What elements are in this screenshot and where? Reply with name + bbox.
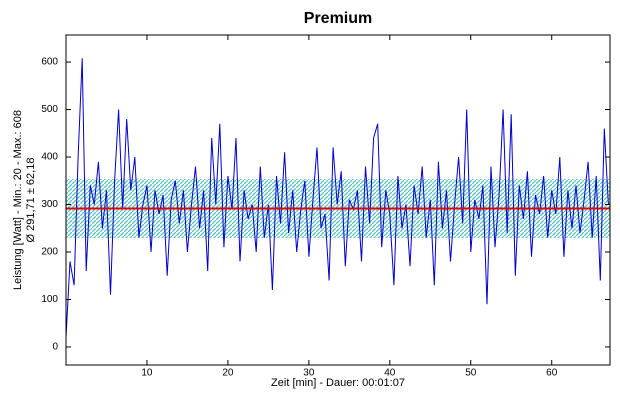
- x-tick-label: 40: [384, 368, 396, 379]
- y-axis-label: Ø 291,71 ± 62,18: [25, 158, 37, 243]
- x-tick-label: 10: [141, 368, 153, 379]
- plot-border: [65, 34, 611, 366]
- y-tick-label: 600: [41, 57, 58, 68]
- y-tick-label: 100: [41, 294, 58, 305]
- chart-title: Premium: [304, 10, 372, 27]
- y-tick-label: 200: [41, 247, 58, 258]
- x-tick-label: 60: [546, 368, 558, 379]
- y-tick-label: 300: [41, 199, 58, 210]
- y-tick-label: 0: [52, 342, 58, 353]
- y-axis-label: Leistung [Watt] - Min.: 20 - Max.: 608: [12, 110, 24, 290]
- x-axis-label: Zeit [min] - Dauer: 00:01:07: [271, 377, 405, 389]
- y-tick-label: 500: [41, 104, 58, 115]
- x-tick-label: 50: [465, 368, 477, 379]
- x-tick-label: 20: [222, 368, 234, 379]
- y-tick-label: 400: [41, 152, 58, 163]
- x-tick-label: 30: [303, 368, 315, 379]
- data-line: [65, 58, 609, 338]
